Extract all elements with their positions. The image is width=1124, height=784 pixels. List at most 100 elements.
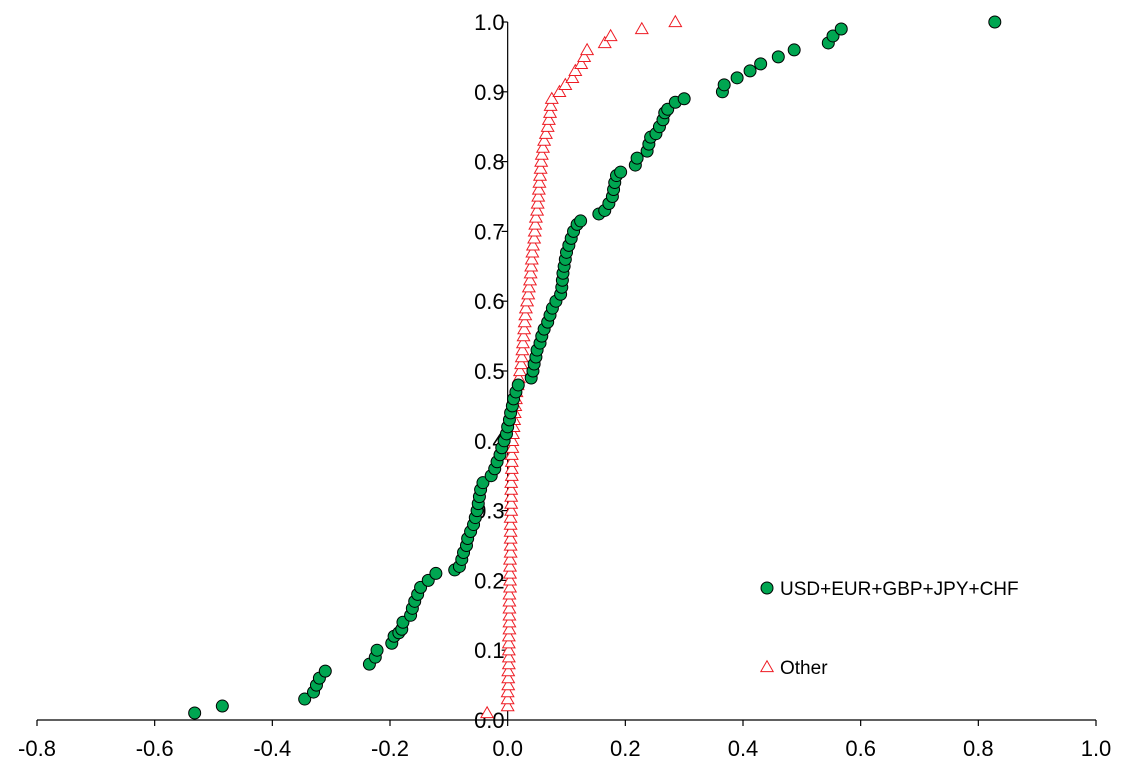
data-point-circle — [754, 57, 768, 71]
data-point-circle — [476, 476, 490, 490]
data-point-triangle — [502, 615, 517, 628]
data-point-triangle — [503, 510, 518, 523]
data-point-triangle — [528, 210, 543, 223]
y-tick-label: 0.2 — [474, 568, 505, 593]
data-point-triangle — [518, 300, 533, 314]
data-point-triangle — [537, 133, 552, 146]
data-point-triangle — [532, 168, 548, 181]
data-point-triangle — [574, 56, 589, 70]
data-point-triangle — [538, 126, 553, 139]
data-point-triangle — [504, 447, 519, 460]
axes — [36, 21, 1097, 726]
data-point-triangle — [501, 670, 516, 684]
data-point-triangle — [603, 28, 618, 42]
data-point-triangle — [502, 601, 517, 614]
data-point-circle — [429, 566, 443, 580]
x-tick-label: -0.8 — [18, 736, 56, 761]
data-point-triangle — [500, 698, 515, 712]
data-point-triangle — [535, 140, 551, 153]
data-point-triangle — [502, 573, 518, 586]
data-point-triangle — [533, 161, 548, 174]
data-point-triangle — [500, 691, 515, 705]
data-point-triangle — [503, 538, 518, 551]
data-point-triangle — [480, 705, 495, 719]
data-point-triangle — [501, 663, 516, 677]
data-point-triangle — [501, 656, 516, 670]
data-point-triangle — [634, 21, 649, 35]
data-point-triangle — [504, 503, 519, 516]
data-point-triangle — [530, 203, 545, 216]
data-point-triangle — [517, 314, 532, 328]
data-point-triangle — [540, 119, 555, 132]
data-point-triangle — [527, 231, 542, 244]
data-point-circle — [730, 71, 744, 85]
data-point-triangle — [552, 84, 567, 97]
data-point-triangle — [504, 475, 519, 488]
data-point-circle — [834, 22, 848, 36]
x-tick-label: 1.0 — [1081, 736, 1112, 761]
x-tick-label: -0.6 — [136, 736, 174, 761]
data-point-triangle — [515, 342, 530, 356]
data-point-triangle — [501, 629, 516, 642]
y-tick-label: 0.7 — [474, 219, 505, 244]
data-point-triangle — [505, 440, 520, 453]
y-tick-label: 0.9 — [474, 80, 505, 105]
x-tick-label: -0.4 — [253, 736, 291, 761]
y-tick-label: 0.6 — [474, 289, 505, 314]
data-point-triangle — [542, 105, 558, 118]
data-point-triangle — [502, 566, 518, 579]
x-tick-label: -0.2 — [371, 736, 409, 761]
x-tick-label: 0.8 — [963, 736, 994, 761]
series-major-currencies — [188, 15, 1002, 720]
y-tick-label: 0.8 — [474, 150, 505, 175]
data-point-triangle — [527, 224, 542, 237]
y-tick-label: 0.5 — [474, 359, 505, 384]
data-point-triangle — [504, 454, 519, 467]
data-point-triangle — [517, 321, 532, 335]
data-point-circle — [370, 643, 384, 657]
data-point-triangle — [523, 266, 538, 279]
data-point-circle — [743, 64, 757, 78]
data-point-triangle — [532, 175, 547, 188]
data-point-triangle — [520, 293, 535, 307]
data-point-triangle — [568, 63, 583, 77]
data-point-circle — [717, 78, 731, 92]
data-point-circle — [188, 706, 202, 720]
data-point-triangle — [522, 273, 538, 286]
data-point-triangle — [504, 461, 519, 474]
data-point-triangle — [580, 42, 595, 56]
data-point-circle — [215, 699, 229, 713]
data-point-triangle — [503, 531, 518, 544]
tick-labels: -0.8 -0.6 -0.4 -0.2 0.0 0.2 0.4 0.6 0.8 1.00.00.1… — [18, 10, 1111, 761]
data-point-triangle — [525, 245, 540, 258]
series-other — [480, 14, 683, 719]
x-tick-label: 0.4 — [728, 736, 759, 761]
data-point-triangle — [504, 482, 519, 495]
data-point-triangle — [501, 649, 516, 663]
data-point-triangle — [512, 363, 528, 377]
data-point-triangle — [534, 147, 549, 160]
data-point-triangle — [516, 328, 531, 342]
y-tick-label: 0.1 — [474, 638, 505, 663]
data-point-triangle — [504, 468, 519, 481]
data-point-triangle — [597, 35, 612, 49]
data-point-triangle — [518, 307, 533, 321]
data-point-circle — [511, 378, 525, 392]
data-point-triangle — [525, 238, 541, 251]
data-point-triangle — [544, 91, 559, 104]
data-point-triangle — [521, 280, 536, 293]
data-point-circle — [630, 151, 644, 165]
data-point-triangle — [515, 335, 531, 349]
data-series — [188, 14, 1002, 720]
data-point-triangle — [577, 49, 592, 63]
data-point-triangle — [514, 356, 529, 370]
legend-label: Other — [780, 658, 828, 679]
y-tick-label: 1.0 — [474, 10, 505, 35]
data-point-triangle — [503, 524, 518, 537]
data-point-triangle — [530, 196, 545, 209]
data-point-triangle — [528, 217, 543, 230]
data-point-triangle — [504, 496, 519, 509]
data-point-triangle — [503, 517, 518, 530]
